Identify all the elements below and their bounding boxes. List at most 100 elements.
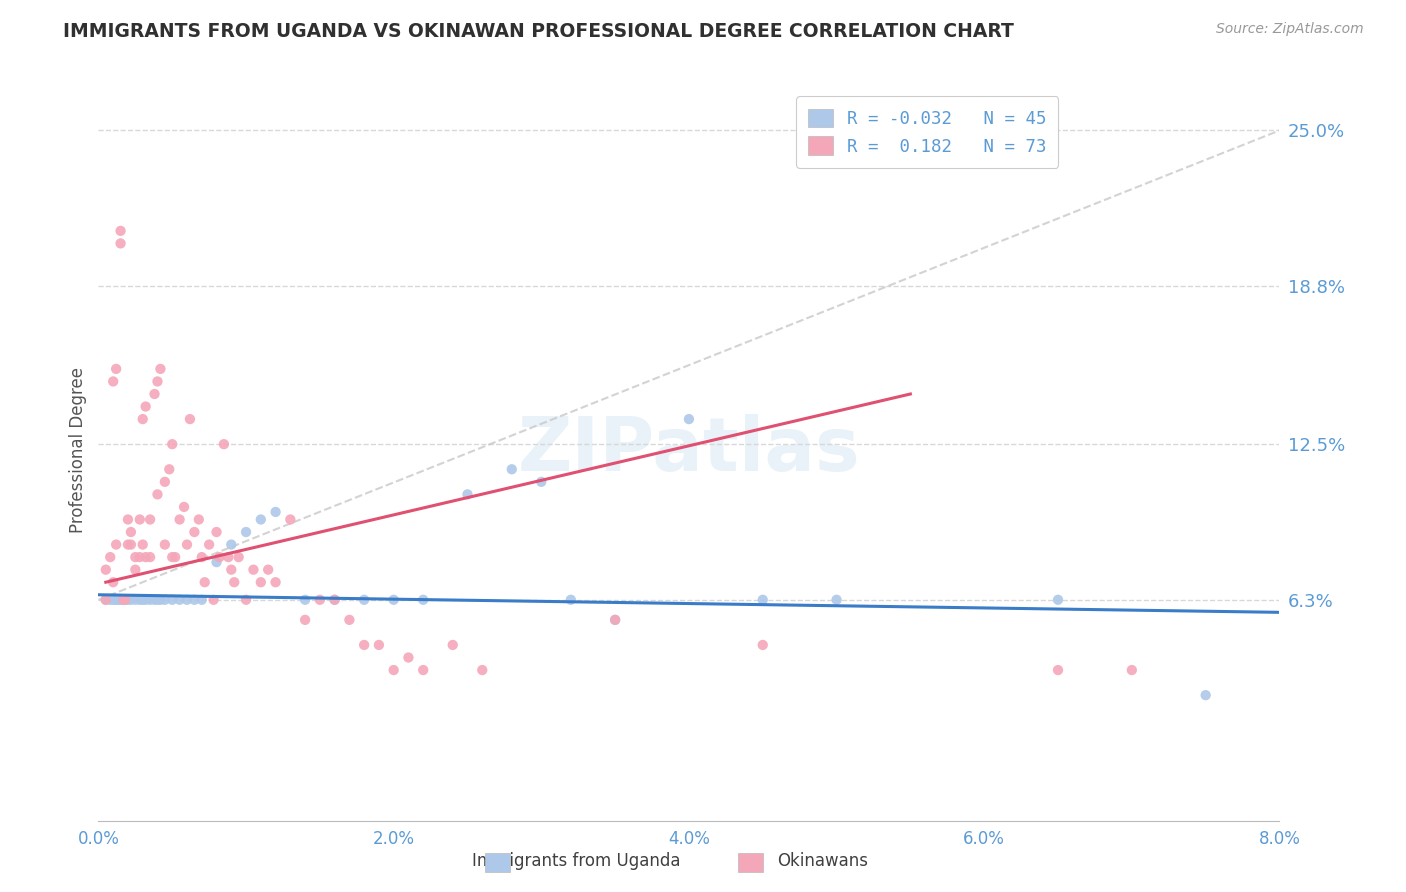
Point bbox=[139, 512, 162, 526]
Point bbox=[242, 563, 264, 577]
Point bbox=[139, 550, 162, 565]
Point bbox=[191, 550, 214, 565]
Point bbox=[120, 592, 142, 607]
Legend: R = -0.032   N = 45, R =  0.182   N = 73: R = -0.032 N = 45, R = 0.182 N = 73 bbox=[796, 96, 1059, 168]
Point bbox=[105, 592, 128, 607]
Point bbox=[139, 592, 162, 607]
Point bbox=[1121, 663, 1143, 677]
Point bbox=[217, 550, 239, 565]
Point bbox=[112, 592, 135, 607]
Point bbox=[353, 592, 375, 607]
Text: ZIPatlas: ZIPatlas bbox=[517, 414, 860, 487]
Point bbox=[339, 613, 361, 627]
Point bbox=[212, 437, 235, 451]
Point bbox=[128, 512, 150, 526]
Point bbox=[323, 592, 346, 607]
Point bbox=[117, 512, 139, 526]
Point bbox=[368, 638, 391, 652]
Point bbox=[235, 592, 257, 607]
Point bbox=[149, 592, 172, 607]
Point bbox=[132, 592, 155, 607]
Point bbox=[110, 236, 132, 251]
Point bbox=[224, 575, 246, 590]
Point bbox=[105, 362, 128, 376]
Point bbox=[98, 550, 121, 565]
Point bbox=[114, 592, 136, 607]
Point bbox=[98, 592, 121, 607]
Point bbox=[198, 538, 221, 552]
Point bbox=[1046, 592, 1070, 607]
Point bbox=[169, 512, 191, 526]
Point bbox=[146, 487, 169, 501]
Point bbox=[221, 538, 243, 552]
Point bbox=[176, 538, 198, 552]
Text: Immigrants from Uganda: Immigrants from Uganda bbox=[472, 852, 681, 870]
Point bbox=[105, 592, 128, 607]
Point bbox=[120, 524, 142, 539]
Point bbox=[191, 592, 214, 607]
Point bbox=[412, 663, 434, 677]
Point bbox=[457, 487, 479, 501]
Point bbox=[128, 550, 150, 565]
Point bbox=[294, 592, 316, 607]
Point bbox=[678, 412, 700, 426]
Point bbox=[202, 592, 225, 607]
Point bbox=[124, 550, 146, 565]
Point bbox=[382, 592, 405, 607]
Point bbox=[124, 563, 146, 577]
Point bbox=[309, 592, 332, 607]
Point bbox=[221, 563, 243, 577]
Point bbox=[530, 475, 553, 489]
Point bbox=[143, 592, 166, 607]
Text: IMMIGRANTS FROM UGANDA VS OKINAWAN PROFESSIONAL DEGREE CORRELATION CHART: IMMIGRANTS FROM UGANDA VS OKINAWAN PROFE… bbox=[63, 22, 1014, 41]
Point bbox=[103, 375, 125, 389]
Point bbox=[110, 224, 132, 238]
Point bbox=[280, 512, 302, 526]
Text: Source: ZipAtlas.com: Source: ZipAtlas.com bbox=[1216, 22, 1364, 37]
Point bbox=[194, 575, 217, 590]
Y-axis label: Professional Degree: Professional Degree bbox=[69, 368, 87, 533]
Point bbox=[1195, 688, 1218, 702]
Point bbox=[560, 592, 582, 607]
Point bbox=[1046, 663, 1070, 677]
Point bbox=[112, 592, 135, 607]
Point bbox=[187, 512, 209, 526]
Point bbox=[162, 592, 183, 607]
Point bbox=[169, 592, 191, 607]
Point bbox=[294, 613, 316, 627]
Point bbox=[353, 638, 375, 652]
Text: Okinawans: Okinawans bbox=[778, 852, 868, 870]
Point bbox=[228, 550, 250, 565]
Point bbox=[173, 500, 195, 514]
Point bbox=[250, 575, 273, 590]
Point bbox=[117, 592, 139, 607]
Point bbox=[471, 663, 494, 677]
Point bbox=[128, 592, 150, 607]
Point bbox=[208, 550, 231, 565]
Point bbox=[162, 437, 183, 451]
Point bbox=[149, 362, 172, 376]
Point bbox=[183, 592, 205, 607]
Point bbox=[117, 538, 139, 552]
Point bbox=[176, 592, 198, 607]
Point bbox=[605, 613, 627, 627]
Point bbox=[382, 663, 405, 677]
Point bbox=[135, 592, 157, 607]
Point bbox=[752, 638, 775, 652]
Point bbox=[752, 592, 775, 607]
Point bbox=[132, 412, 155, 426]
Point bbox=[94, 592, 117, 607]
Point bbox=[165, 550, 187, 565]
Point bbox=[132, 538, 155, 552]
Point bbox=[153, 538, 176, 552]
Point bbox=[108, 592, 131, 607]
Point bbox=[323, 592, 346, 607]
Point bbox=[205, 555, 228, 569]
Point bbox=[162, 550, 183, 565]
Point bbox=[114, 592, 136, 607]
Point bbox=[264, 575, 287, 590]
Point bbox=[412, 592, 434, 607]
Point bbox=[124, 592, 146, 607]
Point bbox=[501, 462, 523, 476]
Point bbox=[146, 592, 169, 607]
